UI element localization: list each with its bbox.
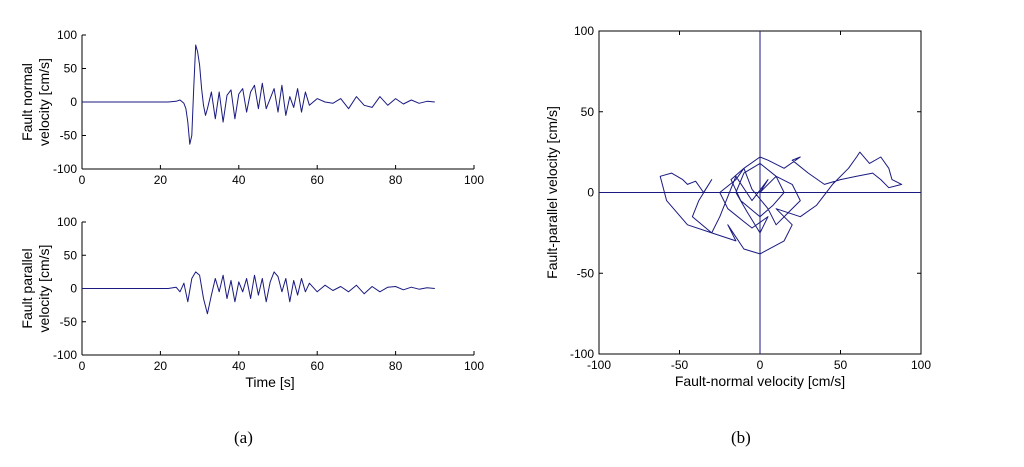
caption-b: (b) [731,428,751,447]
y-axis-label: Fault parallelvelocity [cm/s] [19,245,52,333]
fault-parallel-timeseries-panel: 0 20 40 60 80 100 100 50 0 -50 -100 Time [s] Fault p… [19,215,484,390]
fault-normal-timeseries-panel: 0 20 40 60 80 100 100 50 0 -50 -100 Fault normalvel… [19,28,484,187]
x-tick-label: 0 [79,359,86,373]
y-axis-label-line: Fault-parallel velocity [cm/s] [544,106,560,279]
x-tick-label: 100 [464,173,484,187]
y-tick-label: 50 [64,62,78,76]
x-tick-label: 20 [154,359,168,373]
y-axis-label-line: Fault parallel [19,248,35,328]
y-axis-label: Fault-parallel velocity [cm/s] [544,106,560,279]
x-tick-label: 0 [757,358,764,372]
y-tick-label: -100 [53,348,77,362]
y-axis-label-line: velocity [cm/s] [36,245,52,333]
y-axis-label-line: Fault normal [19,63,35,141]
y-tick-label: -100 [53,162,77,176]
x-axis-label: Time [s] [245,374,294,390]
caption-a: (a) [234,428,253,447]
x-tick-label: 50 [834,358,848,372]
y-tick-label: -50 [577,266,595,280]
x-tick-label: -100 [587,358,611,372]
y-axis-label-line: velocity [cm/s] [36,58,52,146]
y-tick-label: 100 [57,28,77,42]
y-tick-label: 100 [574,24,594,38]
x-tick-label: -50 [671,358,689,372]
x-tick-label: 80 [389,173,403,187]
x-tick-label: 20 [154,173,168,187]
y-tick-label: -50 [60,315,78,329]
y-tick-label: 100 [57,215,77,229]
x-tick-label: 60 [311,359,325,373]
y-tick-label: -100 [570,347,594,361]
x-tick-label: 40 [232,173,246,187]
series-line [82,44,435,145]
series-line [659,151,903,255]
series-line [82,271,435,315]
y-tick-label: 50 [581,105,595,119]
x-tick-label: 80 [389,359,403,373]
x-tick-label: 100 [464,359,484,373]
y-tick-label: 0 [70,95,77,109]
x-tick-label: 100 [911,358,931,372]
x-tick-label: 0 [79,173,86,187]
y-tick-label: -50 [60,129,78,143]
y-axis-label: Fault normalvelocity [cm/s] [19,58,52,146]
x-tick-label: 40 [232,359,246,373]
y-tick-label: 0 [587,186,594,200]
hodogram-panel: -100 -50 0 50 100 100 50 0 -50 -100 Fault-normal v… [544,24,931,389]
x-tick-label: 60 [311,173,325,187]
y-tick-label: 0 [70,282,77,296]
x-axis-label: Fault-normal velocity [cm/s] [675,373,845,389]
y-tick-label: 50 [64,248,78,262]
